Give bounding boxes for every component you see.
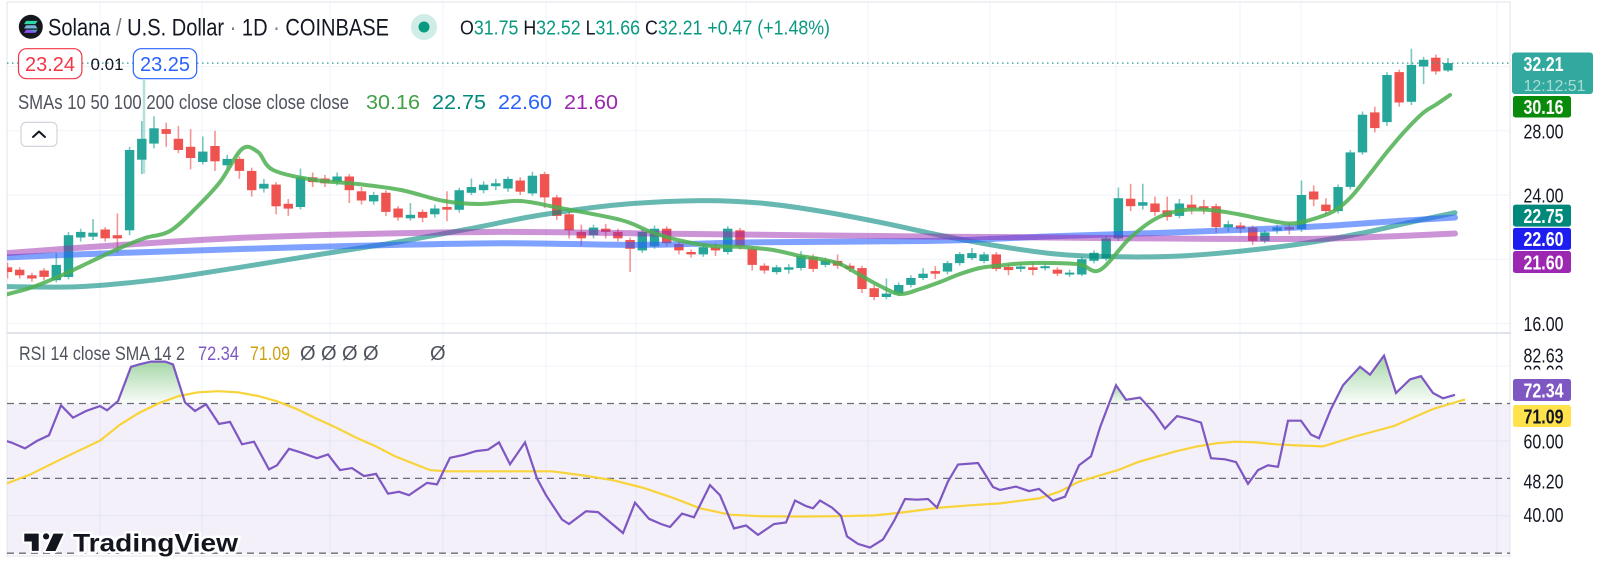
svg-text:Ø: Ø xyxy=(342,343,358,365)
svg-text:71.09: 71.09 xyxy=(250,343,290,365)
svg-text:48.20: 48.20 xyxy=(1524,470,1564,493)
svg-text:30.16: 30.16 xyxy=(1524,96,1564,119)
svg-text:82.63: 82.63 xyxy=(1524,344,1564,367)
svg-text:28.00: 28.00 xyxy=(1524,120,1564,143)
svg-text:30.16: 30.16 xyxy=(366,92,420,114)
svg-text:23.24: 23.24 xyxy=(25,54,75,76)
svg-text:71.09: 71.09 xyxy=(1524,405,1564,428)
svg-text:Ø: Ø xyxy=(321,343,337,365)
svg-text:16.00: 16.00 xyxy=(1524,313,1564,336)
svg-text:22.60: 22.60 xyxy=(1524,228,1564,251)
svg-text:22.75: 22.75 xyxy=(1524,205,1564,228)
svg-text:21.60: 21.60 xyxy=(564,92,618,114)
svg-text:32.21: 32.21 xyxy=(1524,53,1564,76)
svg-text:72.34: 72.34 xyxy=(198,343,239,365)
svg-text:72.34: 72.34 xyxy=(1524,379,1564,402)
svg-text:TradingView: TradingView xyxy=(73,530,239,558)
svg-text:O31.75 H32.52 L31.66 C32.21 +0: O31.75 H32.52 L31.66 C32.21 +0.47 (+1.48… xyxy=(460,18,830,40)
svg-text:SMAs 10 50 100 200 close close: SMAs 10 50 100 200 close close close clo… xyxy=(18,92,349,114)
svg-text:Ø: Ø xyxy=(430,343,446,365)
svg-text:RSI 14 close SMA 14 2: RSI 14 close SMA 14 2 xyxy=(19,343,185,365)
svg-text:Ø: Ø xyxy=(363,343,379,365)
svg-text:40.00: 40.00 xyxy=(1524,504,1564,527)
svg-text:60.00: 60.00 xyxy=(1524,430,1564,453)
svg-text:Solana / U.S. Dollar · 1D · CO: Solana / U.S. Dollar · 1D · COINBASE xyxy=(48,15,389,42)
svg-text:24.00: 24.00 xyxy=(1524,184,1564,207)
svg-text:Ø: Ø xyxy=(300,343,316,365)
svg-text:0.01: 0.01 xyxy=(90,55,123,74)
svg-text:23.25: 23.25 xyxy=(140,54,190,76)
svg-text:22.75: 22.75 xyxy=(432,92,486,114)
svg-text:22.60: 22.60 xyxy=(498,92,552,114)
svg-text:12:12:51: 12:12:51 xyxy=(1524,78,1586,95)
svg-text:21.60: 21.60 xyxy=(1524,251,1564,274)
